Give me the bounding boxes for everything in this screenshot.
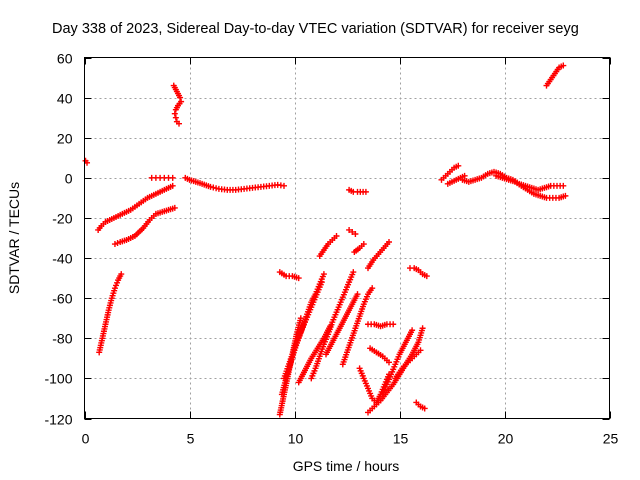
data-point <box>118 271 125 278</box>
y-tick-label: -80 <box>52 331 72 347</box>
data-point <box>390 321 397 328</box>
series-seg-14 <box>308 269 357 382</box>
series-seg-18 <box>351 241 367 256</box>
y-tick-label: 20 <box>57 131 73 147</box>
series-seg-11 <box>281 279 325 382</box>
data-point <box>417 347 424 354</box>
data-point <box>333 232 340 239</box>
series-seg-26 <box>392 347 424 382</box>
data-point <box>354 291 361 298</box>
series-seg-20 <box>365 321 397 330</box>
data-point <box>352 230 359 237</box>
plot-frame <box>84 57 610 419</box>
y-tick-label: -120 <box>44 412 72 428</box>
series-seg-13 <box>316 232 340 260</box>
data-point <box>171 110 178 117</box>
data-point <box>169 182 176 189</box>
series-seg-06 <box>170 82 185 127</box>
x-tick-label: 10 <box>288 431 304 447</box>
axis-ticks: -120 -100 -80 -60 -40 -20 0 20 40 60 0 5 10 15 20 25 <box>44 51 618 447</box>
y-tick-label: -100 <box>44 371 72 387</box>
data-point <box>423 273 430 280</box>
data-point <box>409 327 416 334</box>
x-tick-label: 15 <box>393 431 409 447</box>
y-tick-label: -60 <box>52 291 72 307</box>
data-point <box>320 271 327 278</box>
series-seg-03 <box>95 182 176 233</box>
data-point <box>560 62 567 69</box>
y-tick-label: 0 <box>65 171 73 187</box>
series-seg-17 <box>346 226 359 237</box>
data-point <box>562 192 569 199</box>
x-axis-label: GPS time / hours <box>293 458 400 474</box>
series-seg-29 <box>438 162 462 183</box>
series-seg-21 <box>365 239 392 272</box>
series-seg-16 <box>346 186 369 195</box>
data-point <box>177 94 184 101</box>
grid <box>84 57 610 419</box>
x-tick-label: 5 <box>187 431 195 447</box>
series-seg-33 <box>543 62 567 89</box>
series-seg-25 <box>379 327 416 398</box>
data-point <box>419 325 426 332</box>
y-tick-label: 40 <box>57 91 73 107</box>
series-seg-32 <box>493 172 569 201</box>
y-axis-label: SDTVAR / TECUs <box>6 182 22 294</box>
series-seg-15 <box>323 291 361 358</box>
series-seg-07 <box>182 174 287 193</box>
data-point <box>360 241 367 248</box>
data-point <box>171 204 178 211</box>
series-seg-28 <box>413 399 428 412</box>
data-point <box>349 228 356 235</box>
data-point <box>362 188 369 195</box>
data-point <box>560 182 567 189</box>
series-seg-02 <box>96 271 125 356</box>
data-point <box>455 162 462 169</box>
series-seg-19 <box>339 285 376 368</box>
data-point <box>281 182 287 189</box>
y-tick-label: -20 <box>52 211 72 227</box>
y-tick-label: -40 <box>52 251 72 267</box>
x-tick-label: 25 <box>603 431 619 447</box>
data-point <box>297 315 304 322</box>
y-tick-label: 60 <box>57 51 73 67</box>
data-point <box>346 226 353 233</box>
series-seg-04 <box>111 204 178 248</box>
series-seg-01 <box>82 157 91 166</box>
data-point <box>169 174 176 181</box>
data-points <box>82 62 569 418</box>
series-seg-22 <box>367 345 392 366</box>
data-point <box>295 275 302 282</box>
data-point <box>386 359 392 366</box>
data-point <box>386 239 392 246</box>
series-seg-27 <box>407 265 430 280</box>
x-tick-label: 20 <box>498 431 514 447</box>
data-point <box>350 269 357 276</box>
data-point <box>172 114 179 121</box>
series-seg-05 <box>148 174 176 181</box>
data-point <box>84 159 91 166</box>
series-seg-08 <box>276 269 302 282</box>
data-point <box>318 279 325 286</box>
chart-title: Day 338 of 2023, Sidereal Day-to-day VTE… <box>52 21 579 37</box>
data-point <box>172 106 179 113</box>
x-tick-label: 0 <box>82 431 90 447</box>
data-point <box>176 120 182 127</box>
data-point <box>421 405 428 412</box>
data-point <box>369 285 376 292</box>
